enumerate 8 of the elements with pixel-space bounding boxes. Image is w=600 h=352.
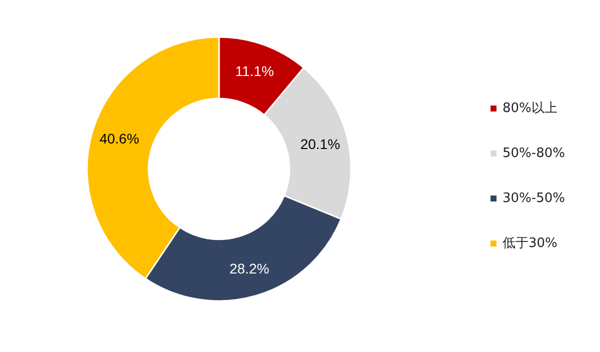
data-label: 11.1% bbox=[235, 63, 274, 80]
legend-label: 50%-80% bbox=[502, 146, 566, 161]
data-label: 20.1% bbox=[300, 136, 340, 152]
legend-label: 低于30% bbox=[502, 236, 558, 251]
legend-label: 30%-50% bbox=[502, 191, 566, 206]
data-label: 40.6% bbox=[99, 130, 140, 147]
legend-label: 80%以上 bbox=[502, 101, 558, 116]
data-label: 28.2% bbox=[229, 260, 270, 277]
